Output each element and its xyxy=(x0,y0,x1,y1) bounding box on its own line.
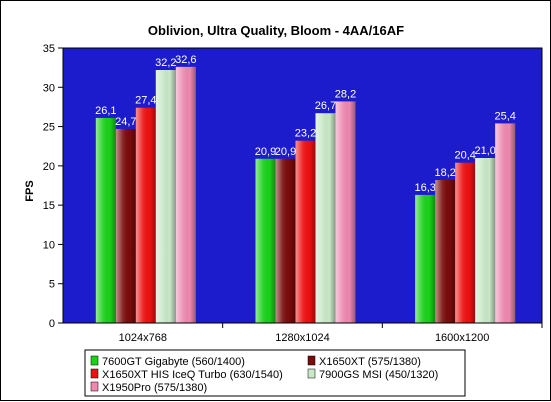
data-label: 24,7 xyxy=(115,116,136,128)
data-label: 21,0 xyxy=(474,145,495,157)
bar-shading xyxy=(435,180,456,323)
bar-shading xyxy=(415,194,436,323)
x-tick-label: 1280x1024 xyxy=(275,332,329,344)
bar-shading xyxy=(275,158,296,323)
y-tick-label: 5 xyxy=(49,279,55,291)
legend-entry: X1650XT (575/1380) xyxy=(319,356,421,368)
bar-shading xyxy=(335,101,356,323)
y-axis-label: FPS xyxy=(24,180,36,201)
data-label: 20,4 xyxy=(454,150,475,162)
data-label: 26,1 xyxy=(95,105,116,117)
data-label: 28,2 xyxy=(335,88,356,100)
legend-swatch xyxy=(307,355,316,366)
bar-shading xyxy=(155,70,176,323)
data-label: 26,7 xyxy=(315,100,336,112)
data-label: 32,6 xyxy=(175,54,196,66)
data-label: 25,4 xyxy=(494,110,515,122)
legend-entry: 7900GS MSI (450/1320) xyxy=(319,369,438,381)
data-label: 20,9 xyxy=(275,146,296,158)
y-tick-label: 25 xyxy=(43,122,55,134)
bar-shading xyxy=(475,158,496,323)
y-tick-label: 35 xyxy=(43,43,55,55)
bar-shading xyxy=(175,66,196,323)
chart-title: Oblivion, Ultra Quality, Bloom - 4AA/16A… xyxy=(148,23,404,38)
bar-shading xyxy=(495,123,516,323)
bar-shading xyxy=(455,162,476,323)
legend-swatch xyxy=(307,368,316,379)
x-tick-label: 1024x768 xyxy=(119,332,167,344)
y-tick-label: 0 xyxy=(49,318,55,330)
data-label: 27,4 xyxy=(135,95,156,107)
bar-shading xyxy=(255,158,276,323)
bar-shading xyxy=(295,140,316,323)
legend-entry: 7600GT Gigabyte (560/1400) xyxy=(102,356,245,368)
bar-shading xyxy=(315,113,336,323)
legend-swatch xyxy=(90,368,99,379)
x-tick-label: 1600x1200 xyxy=(435,332,489,344)
data-label: 20,9 xyxy=(255,146,276,158)
bar-shading xyxy=(135,107,156,323)
y-tick-label: 15 xyxy=(43,200,55,212)
y-tick-label: 10 xyxy=(43,239,55,251)
bar-shading xyxy=(95,117,116,323)
legend-entry: X1650XT HIS IceQ Turbo (630/1540) xyxy=(102,369,283,381)
y-tick-label: 20 xyxy=(43,161,55,173)
bar-shading xyxy=(115,128,136,323)
legend-swatch xyxy=(90,355,99,366)
legend-swatch xyxy=(90,381,99,392)
legend xyxy=(84,349,466,397)
y-tick-label: 30 xyxy=(43,82,55,94)
data-label: 16,3 xyxy=(414,182,435,194)
data-label: 23,2 xyxy=(295,128,316,140)
data-label: 32,2 xyxy=(155,57,176,69)
legend-entry: X1950Pro (575/1380) xyxy=(102,382,207,394)
data-label: 18,2 xyxy=(434,167,455,179)
